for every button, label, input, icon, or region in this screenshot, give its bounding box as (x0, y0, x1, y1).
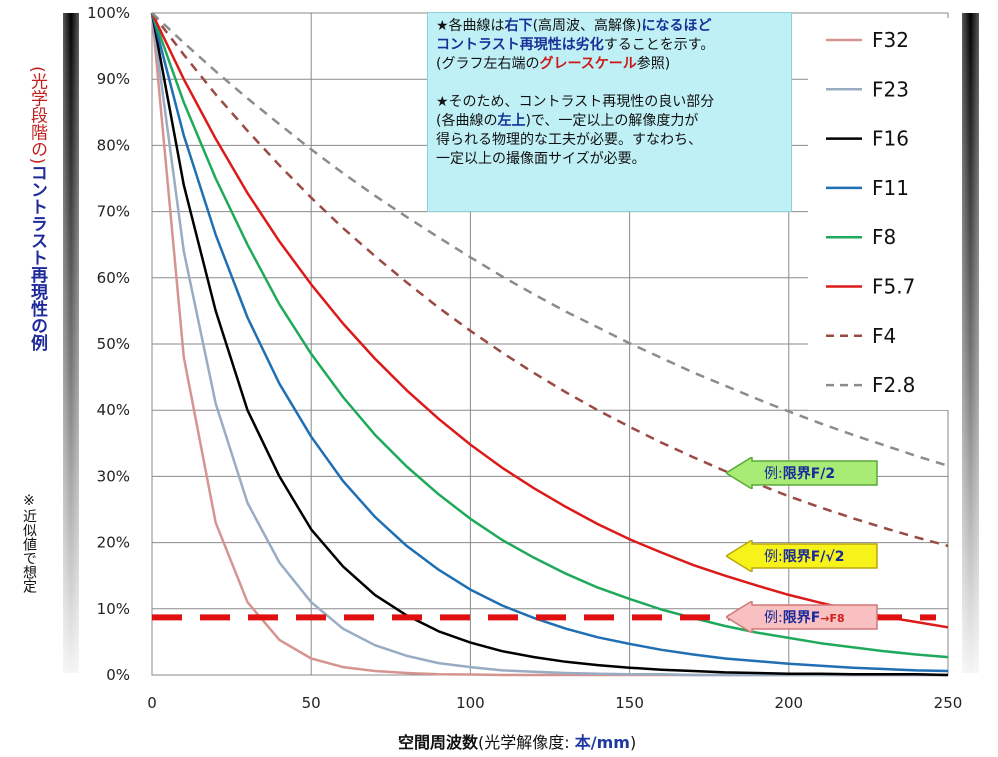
y-tick-label: 100% (87, 4, 130, 22)
note-line-1: ★各曲線は右下(高周波、高解像)になるほど (436, 18, 712, 34)
series-line-F16 (150, 12, 949, 677)
series-line-F2_8 (151, 12, 949, 467)
note-line-7: 一定以上の撮像面サイズが必要。 (436, 151, 646, 167)
x-axis-label: 空間周波数(光学解像度: 本/mm) (398, 729, 636, 753)
note-line-6: 得られる物理的な工夫が必要。すなわち、 (436, 132, 702, 148)
x-tick-label: 250 (934, 694, 963, 712)
y-tick-label: 0% (106, 666, 130, 684)
x-axis-label-close: ) (629, 733, 637, 752)
x-tick-label: 100 (456, 694, 485, 712)
y-tick-label: 40% (97, 401, 130, 419)
y-tick-label: 80% (97, 136, 130, 154)
callout-arrow-f-root2: 例:限界F/√2 (726, 540, 878, 572)
x-axis-label-unit: 本/mm (574, 733, 630, 752)
legend-label: F16 (872, 127, 909, 151)
y-tick-label: 20% (97, 534, 130, 552)
note-line-5: (各曲線の左上)で、一定以上の解像度力が (436, 113, 699, 129)
y-tick-label: 30% (97, 467, 130, 485)
series-lines (150, 12, 949, 677)
y-axis-note: ※近似値で想定 (21, 493, 37, 593)
x-tick-label: 150 (615, 694, 644, 712)
y-tick-label: 10% (97, 600, 130, 618)
legend-label: F2.8 (872, 373, 915, 397)
x-axis-ticks: 0 50 100 150 200 250 (147, 694, 962, 712)
note-line-2: コントラスト再現性は劣化することを示す。 (436, 37, 715, 53)
legend-label: F23 (872, 77, 909, 101)
callout-arrow-shape (726, 601, 878, 633)
annotation-note: ★各曲線は右下(高周波、高解像)になるほど コントラスト再現性は劣化することを示… (427, 12, 792, 212)
y-tick-label: 60% (97, 269, 130, 287)
callout-arrow-f8: 例:限界F→F8 (726, 601, 878, 633)
y-tick-label: 90% (97, 70, 130, 88)
callout-arrow-shape (726, 457, 878, 489)
legend-label: F11 (872, 176, 909, 200)
x-axis-label-main: 空間周波数 (398, 733, 479, 752)
x-tick-label: 0 (147, 694, 157, 712)
y-tick-label: 70% (97, 203, 130, 221)
legend-label: F4 (872, 324, 896, 348)
y-axis-label-prefix: (光学段階の) (27, 66, 47, 165)
y-axis-label-main: コントラスト再現性の例 (27, 164, 47, 352)
y-tick-label: 50% (97, 335, 130, 353)
y-axis-label: (光学段階の)コントラスト再現性の例 (14, 66, 48, 351)
legend-label: F8 (872, 225, 896, 249)
legend-label: F5.7 (872, 275, 915, 299)
callout-arrow-f2: 例:限界F/2 (726, 457, 878, 489)
series-line-F8 (150, 12, 949, 659)
note-line-4: ★そのため、コントラスト再現性の良い部分 (436, 94, 715, 110)
x-tick-label: 200 (774, 694, 803, 712)
series-line-F23 (150, 12, 948, 677)
right-grayscale-bar (962, 13, 979, 673)
series-line-F11 (150, 12, 949, 673)
legend: F32 F23 F16 F11 F8 F5.7 F4 F2.8 (808, 18, 954, 410)
series-line-F5_7 (150, 12, 949, 629)
x-axis-label-paren: (光学解像度: (478, 733, 575, 752)
left-grayscale-bar (63, 13, 79, 673)
legend-box (808, 18, 954, 410)
note-line-3: (グラフ左右端のグレースケール参照) (436, 56, 671, 72)
legend-label: F32 (872, 28, 909, 52)
x-tick-label: 50 (302, 694, 321, 712)
series-line-F4 (151, 12, 949, 548)
y-axis-ticks: 0% 10% 20% 30% 40% 50% 60% 70% 80% 90% 100% (87, 4, 130, 684)
callout-arrow-shape (726, 540, 878, 572)
